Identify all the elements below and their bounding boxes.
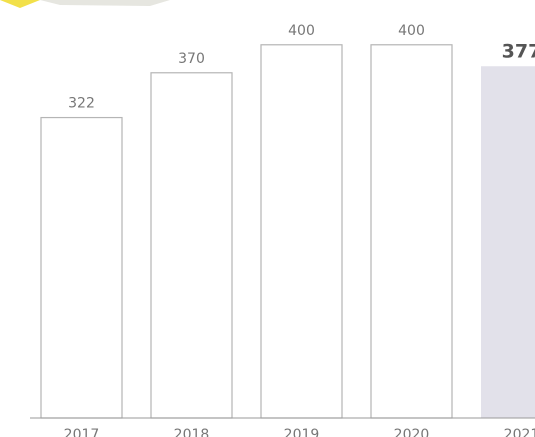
x-tick-label: 2017 <box>64 427 100 437</box>
x-tick-label: 2020 <box>394 427 430 437</box>
value-label: 322 <box>68 96 95 112</box>
x-tick-label: 2018 <box>174 427 210 437</box>
bar <box>481 66 535 418</box>
bar <box>370 44 453 419</box>
value-label: 377 <box>502 41 535 63</box>
value-label: 400 <box>398 23 425 39</box>
value-label: 400 <box>288 23 315 39</box>
bar <box>150 72 233 419</box>
bar <box>40 116 123 419</box>
value-label: 370 <box>178 51 205 67</box>
decorative-image-fragment <box>0 0 40 8</box>
bar <box>260 44 343 419</box>
x-tick-label: 2021 <box>504 427 535 437</box>
decorative-image-fragment <box>40 0 170 6</box>
x-tick-label: 2019 <box>284 427 320 437</box>
